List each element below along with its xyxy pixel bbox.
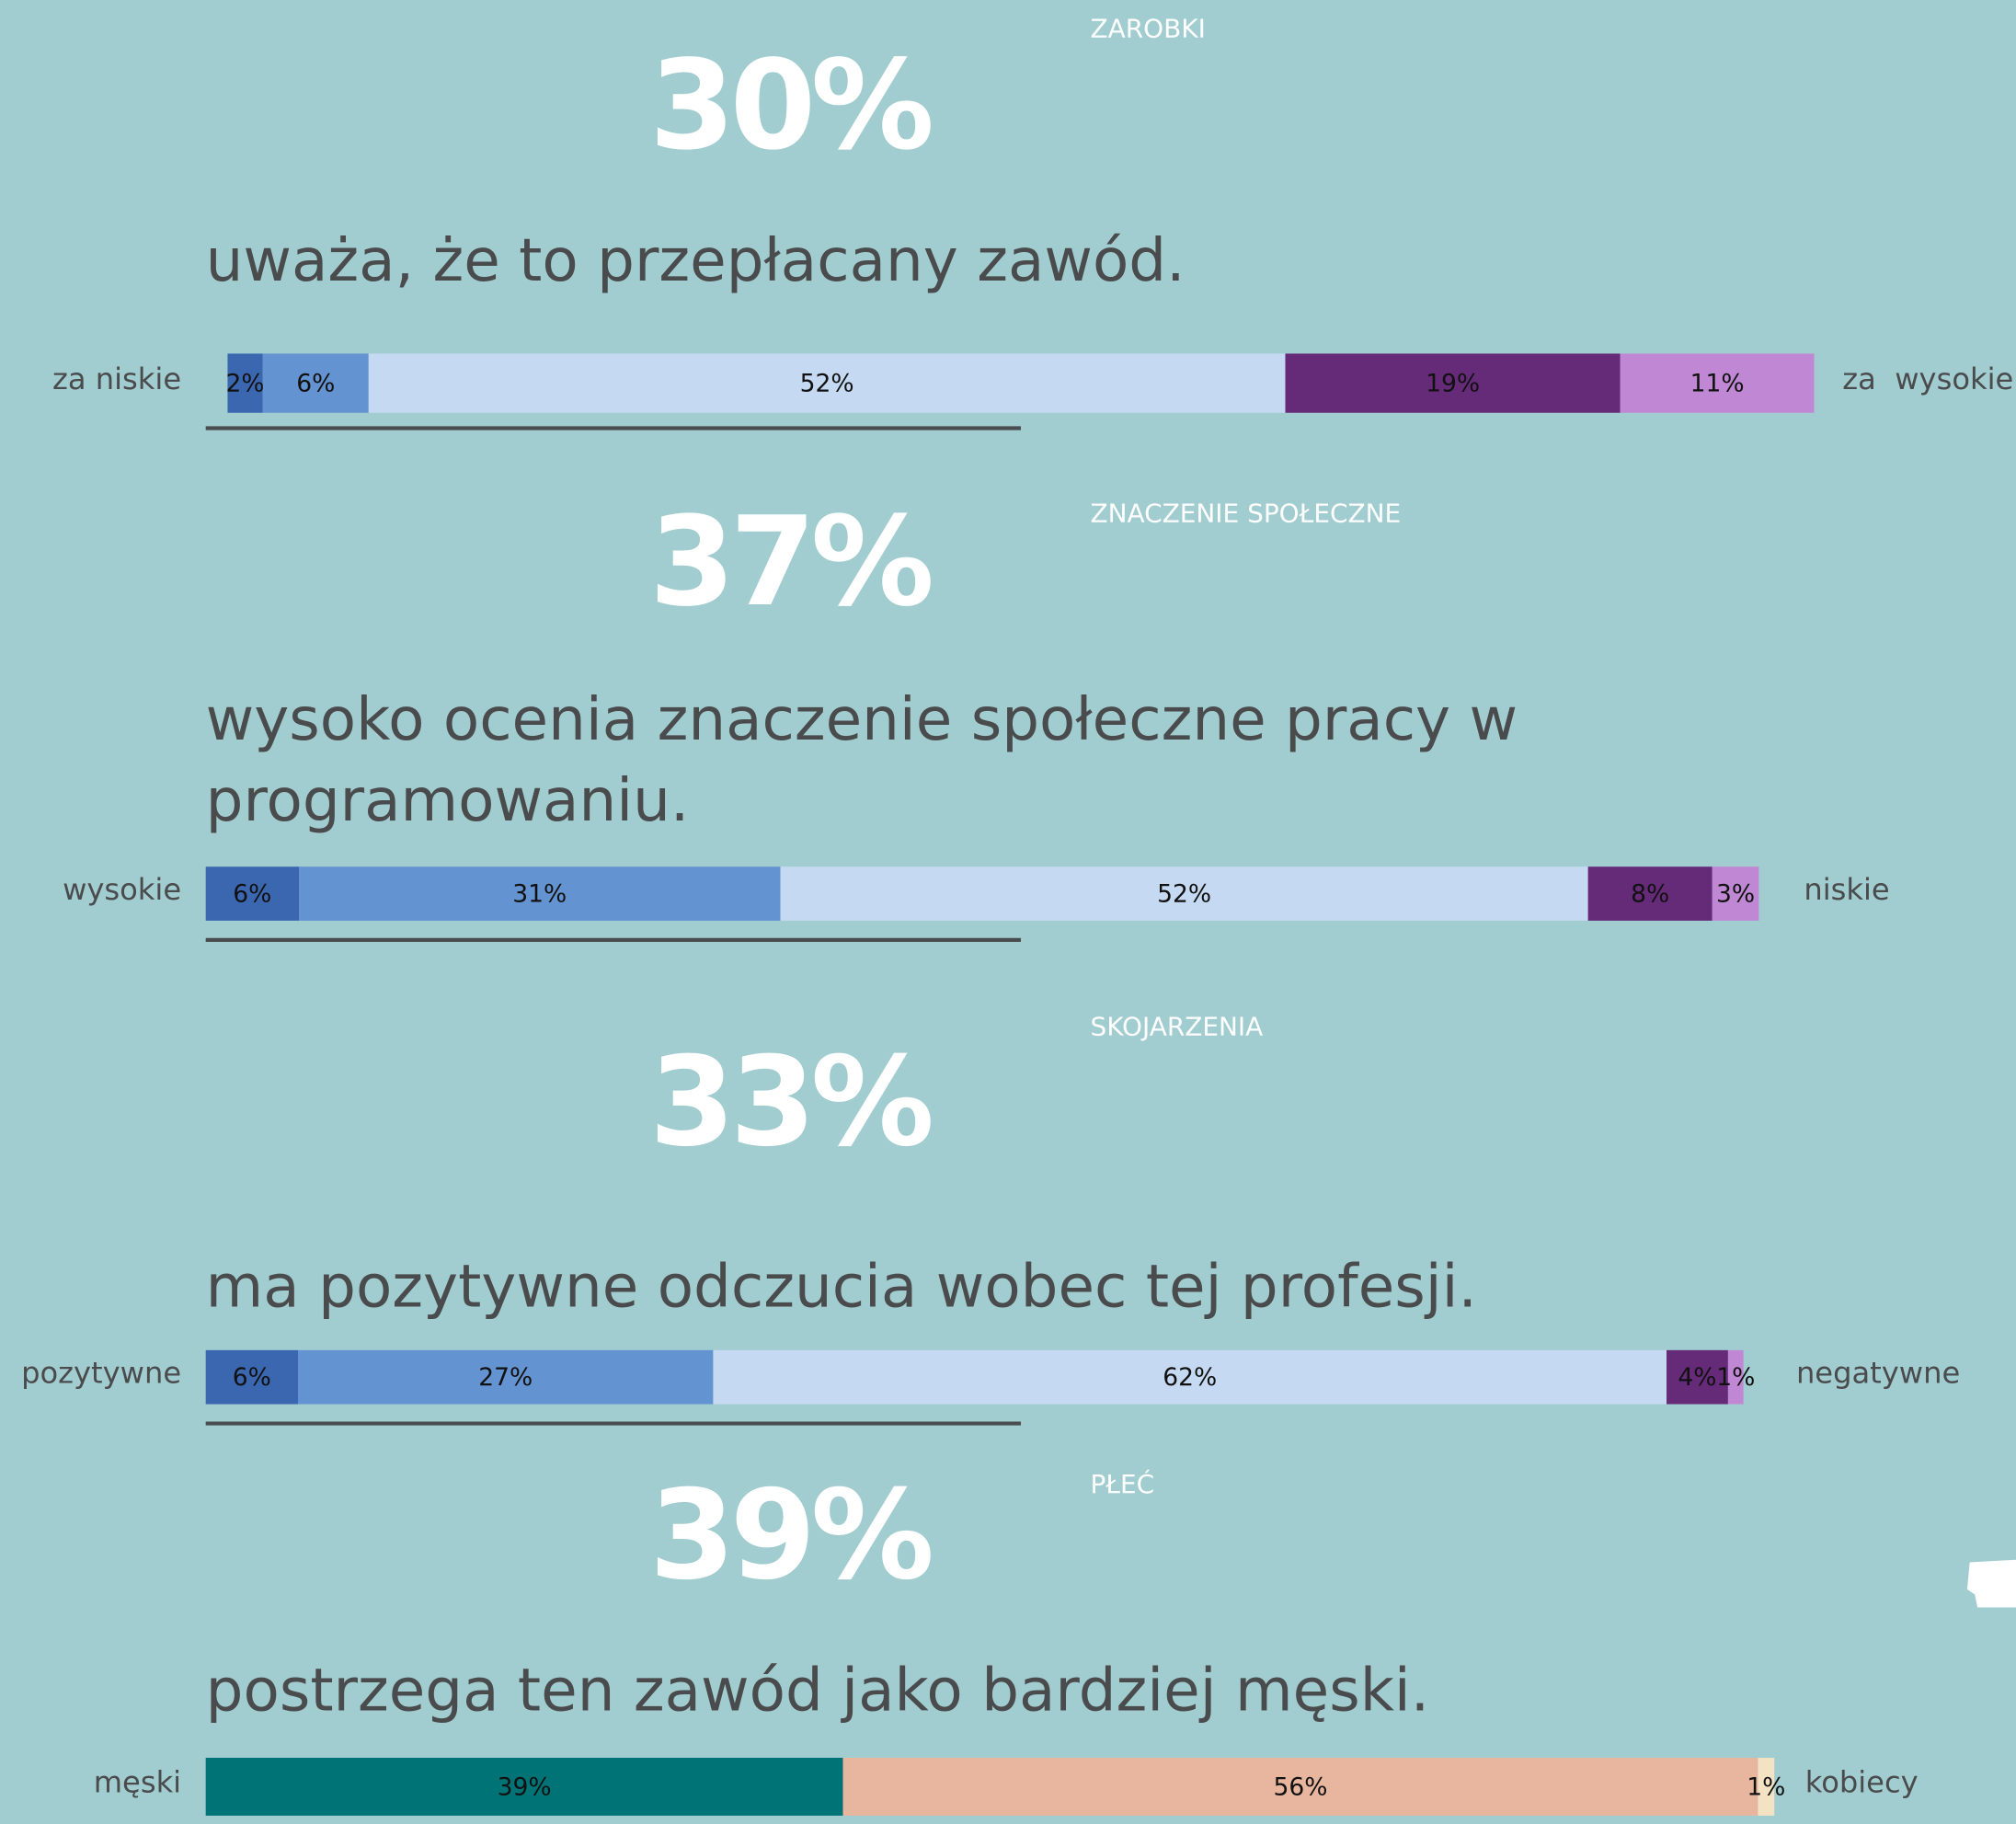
segment-label: 6% (233, 879, 271, 908)
segment-label: 52% (800, 369, 854, 397)
segment-label: 11% (1690, 369, 1745, 397)
bar-segment (368, 353, 1286, 413)
bar-segment (1620, 353, 1815, 413)
bar-segment (1667, 1349, 1728, 1405)
right-label: negatywne (1796, 1355, 1960, 1390)
segment-label: 31% (512, 879, 567, 908)
headline: 37% (649, 489, 932, 634)
statement: ma pozytywne odczucia wobec tej profesji… (206, 1252, 1477, 1321)
section-label: SKOJARZENIA (1090, 1011, 1263, 1041)
section-label: PŁEĆ (1090, 1468, 1154, 1499)
segment-label: 3% (1716, 879, 1755, 908)
segment-label: 1% (1747, 1772, 1785, 1801)
bar-segment (205, 1758, 843, 1816)
segment-label: 6% (233, 1363, 271, 1392)
left-label: pozytywne (21, 1355, 181, 1390)
statement: uważa, że to przepłacany zawód. (206, 226, 1186, 295)
bar-segment (713, 1349, 1667, 1405)
right-label: niskie (1804, 872, 1889, 907)
section-label: ZAROBKI (1090, 14, 1205, 44)
bar-segment (297, 1349, 714, 1405)
statement: postrzega ten zawód jako bardziej męski. (206, 1656, 1430, 1725)
bar-segment (262, 353, 369, 413)
segment-label: 52% (1157, 879, 1211, 908)
segment-label: 62% (1163, 1363, 1217, 1392)
bar-segment (842, 1758, 1758, 1816)
bar-segment (205, 1349, 298, 1405)
bar-segment (1727, 1349, 1744, 1405)
segment-label: 27% (478, 1363, 533, 1392)
segment-label: 6% (296, 369, 335, 397)
headline: 30% (649, 33, 932, 178)
bar-segment (205, 866, 299, 921)
decoration (1966, 1559, 2016, 1608)
segment-label: 56% (1273, 1772, 1327, 1801)
left-label: wysokie (63, 872, 181, 907)
statement: wysoko ocenia znaczenie społeczne pracy … (206, 685, 1518, 754)
bar-segment (1712, 866, 1759, 921)
bar-segment (780, 866, 1588, 921)
segment-label: 19% (1426, 369, 1480, 397)
right-label: za wysokie (1842, 361, 2013, 396)
headline: 33% (649, 1029, 932, 1174)
bar-segment (1587, 866, 1712, 921)
segment-label: 39% (498, 1772, 552, 1801)
section-label: ZNACZENIE SPOŁECZNE (1090, 499, 1401, 529)
headline: 39% (649, 1463, 932, 1607)
bar-segment (298, 866, 781, 921)
left-label: za niskie (52, 361, 181, 396)
left-label: męski (94, 1765, 181, 1800)
bar-segment (227, 353, 263, 413)
segment-label: 4% (1678, 1363, 1716, 1392)
statement: programowaniu. (206, 766, 690, 835)
right-label: kobiecy (1805, 1765, 1919, 1800)
segment-label: 8% (1631, 879, 1669, 908)
segment-label: 1% (1716, 1363, 1755, 1392)
bar-segment (1758, 1758, 1775, 1816)
bar-segment (1285, 353, 1621, 413)
segment-label: 2% (226, 369, 265, 397)
